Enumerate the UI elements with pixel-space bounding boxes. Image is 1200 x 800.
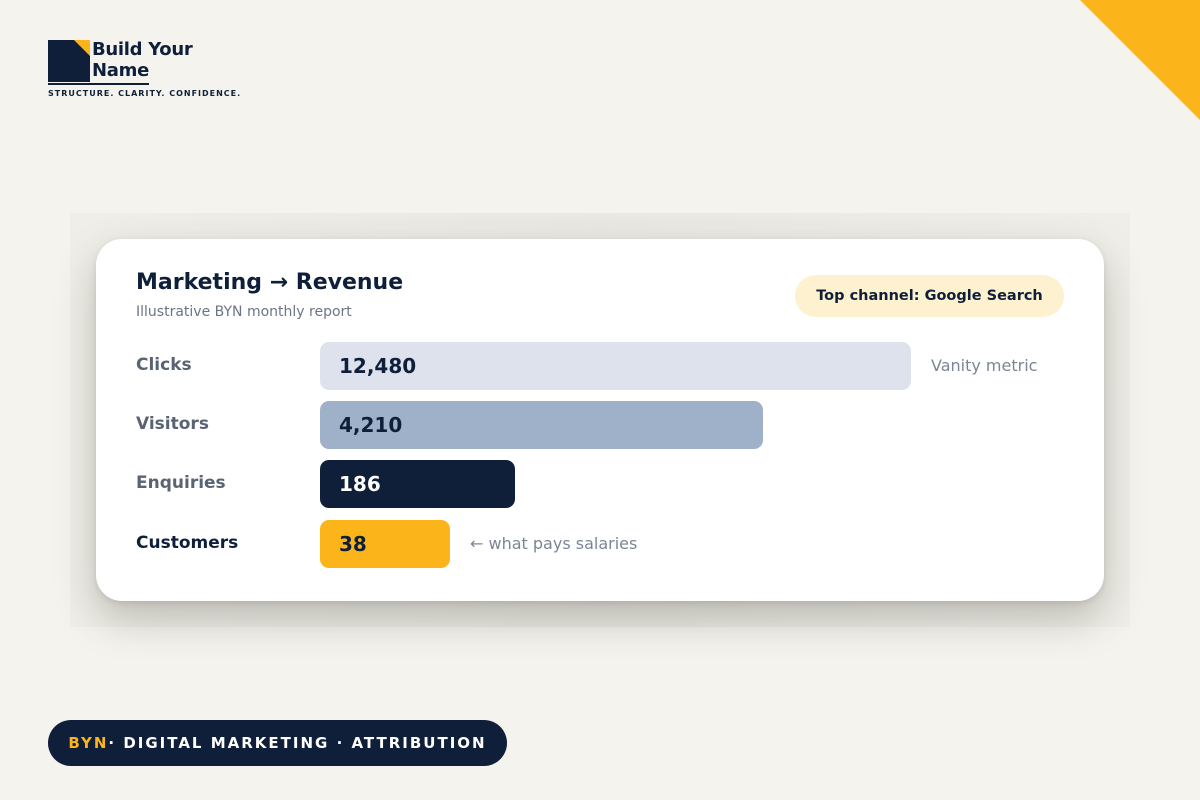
logo-line-1: Build Your [92,39,193,60]
funnel-chart: Clicks 12,480 Vanity metric Visitors 4,210 En… [96,239,1104,601]
bar-clicks: 12,480 [320,342,911,390]
chart-subtitle: Illustrative BYN monthly report [136,304,352,320]
corner-accent [1080,0,1200,120]
logo-underline [48,83,149,85]
value-label-enquiries: 186 [339,472,381,496]
chart-title: Marketing → Revenue [136,270,404,295]
value-label-visitors: 4,210 [339,413,403,437]
logo-wordmark: Build Your Name [92,39,222,81]
bar-visitors: 4,210 [320,401,763,449]
category-label-visitors: Visitors [136,414,209,434]
bar-customers: 38 [320,520,450,568]
annotation-customers: ← what pays salaries [470,534,638,553]
logo-line-2: Name [92,60,149,81]
category-label-customers: Customers [136,533,239,553]
logo-tagline: STRUCTURE. CLARITY. CONFIDENCE. [48,89,242,98]
bar-enquiries: 186 [320,460,515,508]
category-label-clicks: Clicks [136,355,192,375]
footer-text: · DIGITAL MARKETING · ATTRIBUTION [108,734,487,752]
annotation-clicks: Vanity metric [931,356,1038,375]
footer-pill: BYN · DIGITAL MARKETING · ATTRIBUTION [48,720,507,766]
logo-mark-icon [48,40,90,82]
category-label-enquiries: Enquiries [136,473,226,493]
value-label-clicks: 12,480 [339,354,417,378]
footer-brand: BYN [68,734,109,752]
value-label-customers: 38 [339,532,367,556]
top-channel-badge: Top channel: Google Search [795,275,1064,317]
report-card: Marketing → Revenue Illustrative BYN mon… [96,239,1104,601]
